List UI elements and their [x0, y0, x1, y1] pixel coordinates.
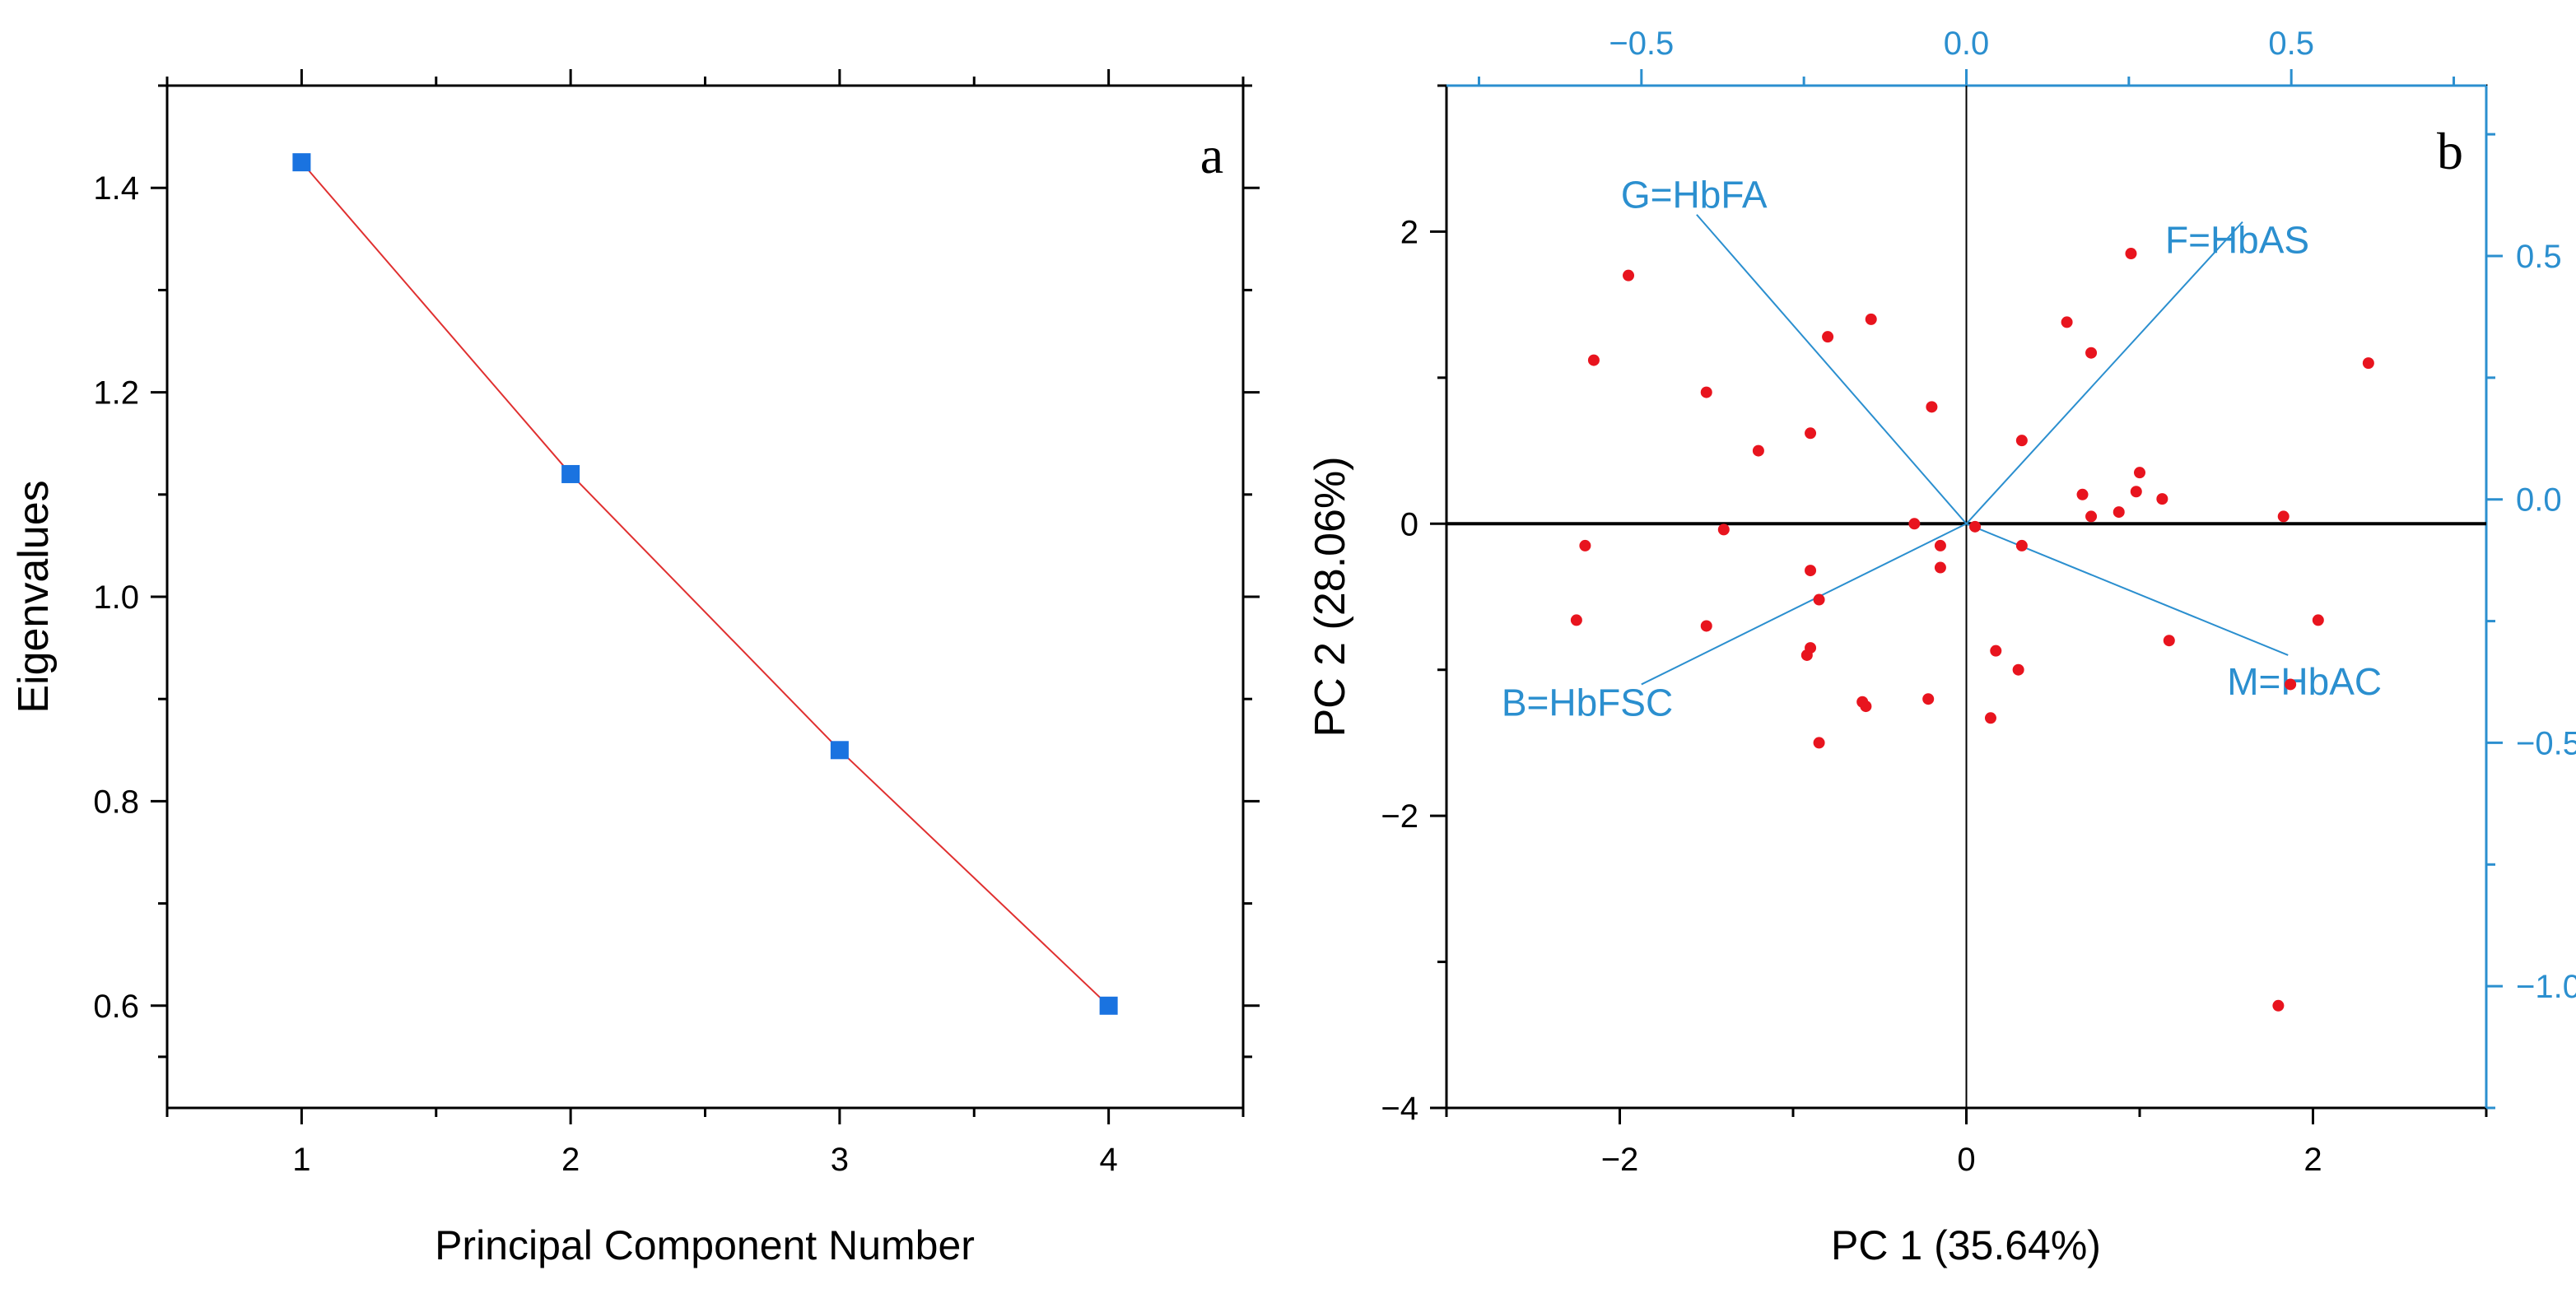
score-point: [1700, 386, 1712, 398]
biplot-ticks: −2 0 2 −4 −2 0 2 −0.5 0.0 0.5 −1.0 −0.5 0.0 0.5: [1381, 26, 2576, 1178]
loading-label: G=HbFA: [1621, 174, 1768, 216]
scree-y-tick-label: 1.4: [93, 170, 139, 207]
score-point: [1752, 444, 1764, 457]
panel-b-label: b: [2437, 122, 2463, 180]
score-point: [2156, 493, 2168, 505]
score-point: [2125, 248, 2137, 260]
score-point: [2277, 510, 2290, 523]
loading-label: F=HbAS: [2165, 219, 2309, 262]
score-point: [1984, 712, 1996, 724]
biplot-panel: −2 0 2 −4 −2 0 2 −0.5 0.0 0.5 −1.0 −0.5 0.0 0.5 G=HbF…: [1307, 26, 2576, 1268]
scree-x-axis-label: Principal Component Number: [435, 1222, 975, 1268]
scree-plot-panel: 0.6 0.8 1.0 1.2 1.4 1 2 3 4 a Principal Compone…: [10, 69, 1260, 1268]
score-point: [1922, 693, 1935, 705]
biplot-y-tick-label: −2: [1381, 798, 1418, 835]
scree-line: [300, 161, 1110, 1007]
score-point: [2130, 486, 2142, 498]
biplot-x-tick-label: 0: [1957, 1142, 1975, 1178]
score-point: [2012, 663, 2024, 676]
loading-vector: [1696, 214, 1968, 524]
score-point: [1805, 427, 1817, 440]
scree-y-tick-label: 0.8: [93, 784, 139, 820]
biplot-y-axis-label: PC 2 (28.06%): [1307, 456, 1354, 737]
score-point: [2061, 316, 2073, 328]
biplot-score-points: [1570, 248, 2374, 1012]
scree-point-marker: [292, 153, 311, 172]
biplot-x-tick-label: 2: [2303, 1142, 2322, 1178]
score-point: [2163, 635, 2175, 647]
scree-plot-frame: [165, 84, 1245, 1110]
biplot-top-tick-label: 0.5: [2268, 26, 2314, 62]
scree-y-axis-ticks: 0.6 0.8 1.0 1.2 1.4: [93, 84, 1260, 1059]
biplot-top-tick-label: 0.0: [1944, 26, 1990, 62]
score-point: [1934, 539, 1946, 551]
loading-vector: [1965, 221, 2243, 524]
scree-point-marker: [561, 464, 580, 483]
scree-y-tick-label: 1.2: [93, 375, 139, 412]
loading-label: B=HbFSC: [1502, 681, 1673, 724]
score-point: [1800, 649, 1813, 661]
scree-x-tick-label: 3: [831, 1142, 849, 1178]
biplot-right-tick-label: −1.0: [2516, 969, 2576, 1005]
biplot-right-tick-label: 0.5: [2516, 239, 2562, 275]
biplot-y-tick-label: −4: [1381, 1091, 1418, 1127]
score-point: [2272, 999, 2285, 1012]
scree-x-tick-label: 1: [292, 1142, 310, 1178]
scree-x-axis-ticks: 1 2 3 4: [165, 69, 1245, 1178]
score-point: [1579, 539, 1591, 551]
scree-point-marker: [830, 741, 849, 760]
biplot-top-tick-label: −0.5: [1609, 26, 1674, 62]
score-point: [1990, 644, 2002, 657]
biplot-y-tick-label: 0: [1400, 506, 1418, 542]
biplot-y-tick-label: 2: [1400, 214, 1418, 250]
score-point: [2285, 678, 2297, 691]
biplot-x-axis-label: PC 1 (35.64%): [1831, 1222, 2101, 1268]
loading-vector: [1966, 523, 2289, 656]
score-point: [2134, 467, 2145, 479]
score-point: [2312, 614, 2324, 626]
scree-point-marker: [1099, 996, 1118, 1015]
score-point: [2015, 435, 2028, 447]
score-point: [2085, 510, 2098, 523]
biplot-right-tick-label: 0.0: [2516, 482, 2562, 519]
score-point: [2113, 506, 2125, 519]
score-point: [1926, 401, 1938, 413]
scree-x-tick-label: 4: [1100, 1142, 1118, 1178]
scree-y-tick-label: 1.0: [93, 579, 139, 616]
score-point: [1969, 520, 1982, 533]
score-point: [1860, 700, 1872, 713]
biplot-loading-vectors: G=HbFA F=HbAS B=HbFSC M=HbAC: [1502, 174, 2382, 724]
scree-y-tick-label: 0.6: [93, 989, 139, 1025]
biplot-zero-lines: [1446, 86, 2486, 1108]
scree-series: [292, 153, 1118, 1015]
score-point: [1700, 620, 1712, 632]
score-point: [1822, 331, 1834, 343]
score-point: [1865, 313, 1877, 325]
loading-label: M=HbAC: [2227, 660, 2382, 703]
score-point: [2076, 488, 2089, 500]
score-point: [1623, 269, 1635, 282]
scree-x-tick-label: 2: [561, 1142, 580, 1178]
score-point: [1587, 354, 1600, 366]
score-point: [2015, 539, 2028, 551]
score-point: [1570, 614, 1582, 626]
biplot-right-tick-label: −0.5: [2516, 725, 2576, 761]
score-point: [2362, 357, 2374, 370]
panel-a-label: a: [1200, 126, 1223, 184]
score-point: [1908, 518, 1921, 530]
score-point: [1813, 737, 1825, 749]
scree-y-axis-label: Eigenvalues: [10, 480, 58, 713]
loading-vector: [1641, 523, 1967, 686]
score-point: [1805, 565, 1817, 577]
score-point: [2085, 347, 2098, 359]
biplot-x-tick-label: −2: [1601, 1142, 1639, 1178]
score-point: [1717, 524, 1730, 536]
score-point: [1813, 593, 1825, 606]
score-point: [1934, 561, 1946, 574]
